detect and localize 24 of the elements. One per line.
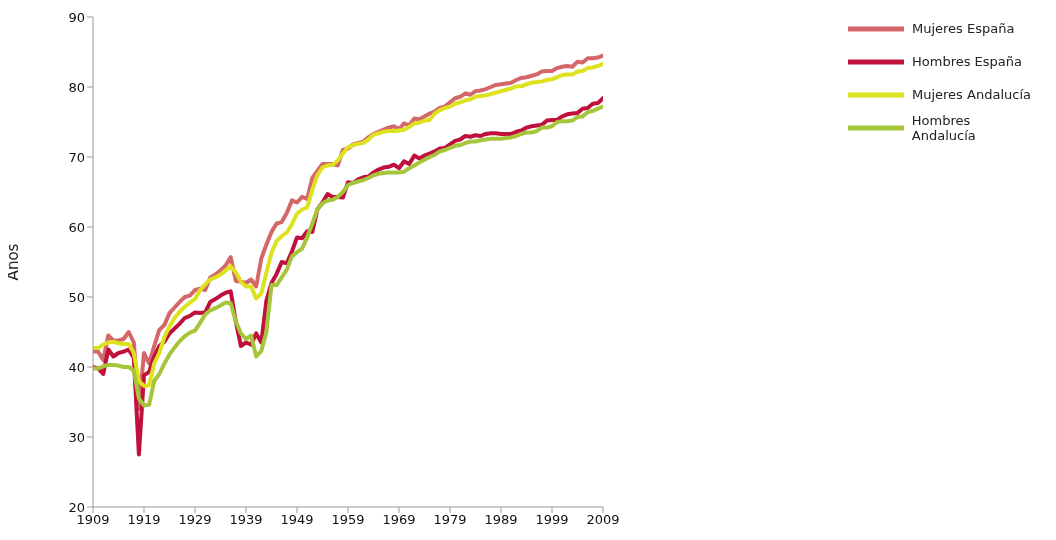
y-tick-label: 30 [68, 429, 85, 445]
x-tick-label: 1959 [331, 512, 365, 528]
x-tick-label: 1989 [484, 512, 518, 528]
x-tick-label: 1909 [76, 512, 110, 528]
x-tick-label: 1979 [433, 512, 467, 528]
y-tick-label: 90 [68, 9, 85, 25]
line-series [93, 104, 603, 408]
x-tick-label: 1939 [229, 512, 263, 528]
y-tick-label: 50 [68, 289, 85, 305]
legend-label: Hombres Andalucía [911, 112, 977, 143]
x-tick-label: 1969 [382, 512, 416, 528]
x-tick-label: 2009 [586, 512, 620, 528]
y-tick-label: 60 [68, 219, 85, 235]
y-tick-label: 80 [68, 79, 85, 95]
legend-label: Mujeres España [912, 21, 1015, 36]
x-tick-label: 1929 [178, 512, 212, 528]
y-tick-label: 70 [68, 149, 85, 165]
legend-label: Mujeres Andalucía [912, 87, 1031, 102]
x-tick-label: 1999 [535, 512, 569, 528]
legend-label: Hombres España [912, 54, 1023, 69]
y-tick-label: 40 [68, 359, 85, 375]
x-tick-label: 1919 [127, 512, 161, 528]
x-tick-label: 1949 [280, 512, 314, 528]
y-tick-label: 20 [68, 499, 85, 515]
